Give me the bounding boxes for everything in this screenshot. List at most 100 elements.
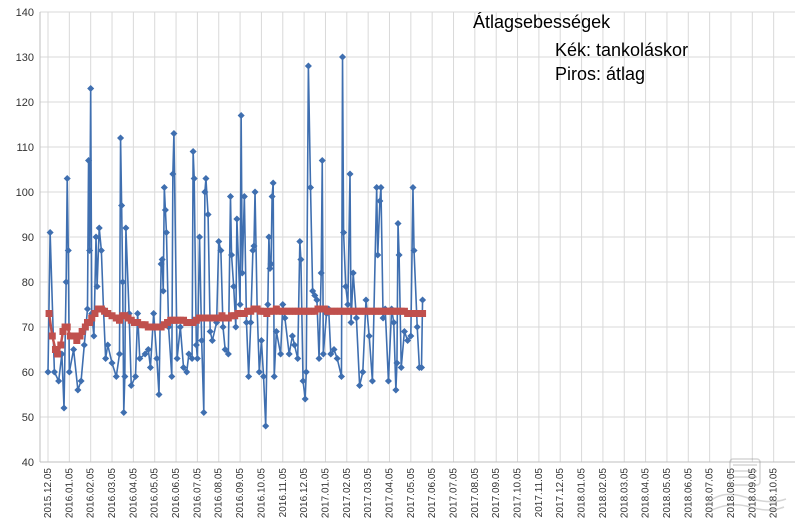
- x-tick-label: 2016.07.05: [192, 468, 203, 518]
- data-point-refuel: [390, 318, 398, 327]
- x-tick-labels: 2015.12.05 2016.01.05 2016.02.05 2016.03.05…: [43, 468, 780, 518]
- data-point-refuel: [302, 368, 310, 376]
- y-tick-label: 130: [16, 52, 34, 64]
- data-point-refuel: [50, 368, 58, 376]
- data-point-refuel: [63, 174, 71, 183]
- x-tick-label: 2016.12.05: [299, 468, 310, 518]
- data-point-refuel: [337, 372, 345, 381]
- x-tick-label: 2016.02.05: [86, 468, 97, 518]
- data-point-refuel: [155, 390, 163, 399]
- x-tick-label: 2016.08.05: [214, 468, 225, 518]
- data-point-refuel: [290, 341, 299, 349]
- data-point-refuel: [62, 278, 70, 286]
- data-point-refuel: [80, 341, 88, 349]
- data-point-refuel: [301, 395, 309, 403]
- data-point-refuel: [193, 354, 201, 363]
- data-point-refuel: [215, 237, 223, 246]
- data-point-refuel: [83, 305, 92, 313]
- data-point-refuel: [262, 422, 270, 430]
- y-tick-label: 60: [22, 367, 34, 379]
- data-point-refuel: [313, 296, 321, 304]
- data-point-refuel: [260, 372, 268, 381]
- data-point-refuel: [356, 381, 364, 390]
- data-point-refuel: [118, 201, 126, 210]
- x-tick-label: 2017.04.05: [384, 468, 395, 518]
- data-point-refuel: [352, 314, 360, 322]
- data-point-refuel: [64, 246, 72, 255]
- data-point-refuel: [250, 242, 258, 250]
- y-tick-label: 50: [22, 412, 34, 424]
- data-point-refuel: [245, 372, 253, 381]
- data-point-refuel: [104, 341, 112, 349]
- data-point-refuel: [230, 282, 238, 291]
- data-point-refuel: [228, 251, 236, 259]
- x-tick-label: 2018.09.05: [747, 468, 758, 518]
- data-point-refuel: [362, 296, 370, 304]
- data-point-refuel: [77, 377, 85, 385]
- data-point-refuel: [374, 251, 382, 259]
- data-point-average: [86, 319, 94, 326]
- data-point-refuel: [185, 350, 193, 358]
- data-point-refuel: [119, 278, 127, 286]
- y-tick-labels: 40 50 60 70 80 90 100 110 120 130 140: [16, 7, 34, 469]
- data-point-average: [76, 332, 84, 340]
- annotation-blue-legend: Kék: tankoláskor: [555, 40, 689, 60]
- data-point-refuel: [397, 363, 405, 372]
- data-point-refuel: [127, 381, 135, 390]
- data-point-refuel: [86, 246, 94, 255]
- y-tick-label: 110: [16, 142, 34, 154]
- data-point-refuel: [217, 246, 225, 255]
- data-point-refuel: [136, 354, 144, 363]
- data-point-refuel: [407, 332, 415, 340]
- data-point-refuel: [122, 224, 130, 232]
- data-point-refuel: [87, 84, 95, 93]
- x-tick-label: 2016.04.05: [128, 468, 139, 518]
- data-point-refuel: [400, 327, 408, 336]
- data-point-refuel: [141, 350, 149, 358]
- data-point-refuel: [272, 327, 280, 336]
- data-point-refuel: [90, 332, 98, 340]
- data-point-refuel: [176, 323, 184, 331]
- data-point-refuel: [333, 354, 341, 363]
- data-point-average: [51, 346, 59, 353]
- data-point-refuel: [95, 224, 103, 232]
- data-point-average: [70, 332, 78, 340]
- x-tick-label: 2018.04.05: [641, 468, 652, 518]
- data-point-refuel: [304, 62, 312, 70]
- y-tick-label: 40: [22, 457, 34, 469]
- data-point-refuel: [173, 354, 181, 363]
- data-point-refuel: [342, 282, 350, 291]
- data-point-refuel: [219, 323, 227, 331]
- data-point-refuel: [265, 233, 273, 241]
- data-point-refuel: [299, 377, 307, 385]
- data-point-refuel: [226, 192, 235, 201]
- data-point-refuel: [55, 377, 63, 385]
- x-tick-label: 2016.11.05: [278, 468, 289, 518]
- data-point-refuel: [74, 386, 82, 394]
- data-point-refuel: [150, 309, 158, 318]
- x-tick-label: 2018.06.05: [683, 468, 694, 518]
- x-tick-label: 2018.01.05: [577, 468, 588, 518]
- data-point-refuel: [417, 363, 426, 372]
- data-point-refuel: [232, 323, 240, 331]
- annotation-red-legend: Piros: átlag: [555, 64, 646, 84]
- x-tick-label: 2016.03.05: [107, 468, 118, 518]
- data-point-refuel: [206, 327, 214, 336]
- data-point-refuel: [297, 255, 305, 264]
- data-point-refuel: [413, 323, 421, 331]
- data-point-refuel: [379, 314, 387, 322]
- data-point-average: [108, 312, 116, 320]
- data-point-refuel: [153, 354, 161, 363]
- data-point-refuel: [288, 332, 296, 340]
- data-point-refuel: [188, 354, 196, 363]
- data-point-refuel: [281, 314, 289, 322]
- series-line-refuel: [47, 56, 424, 427]
- watermark-logo: [705, 458, 787, 512]
- data-point-average: [57, 341, 65, 349]
- data-point-refuel: [192, 341, 200, 349]
- data-point-refuel: [319, 350, 327, 358]
- data-point-refuel: [233, 215, 241, 223]
- x-tick-label: 2018.08.05: [726, 468, 737, 518]
- data-point-average: [81, 323, 89, 331]
